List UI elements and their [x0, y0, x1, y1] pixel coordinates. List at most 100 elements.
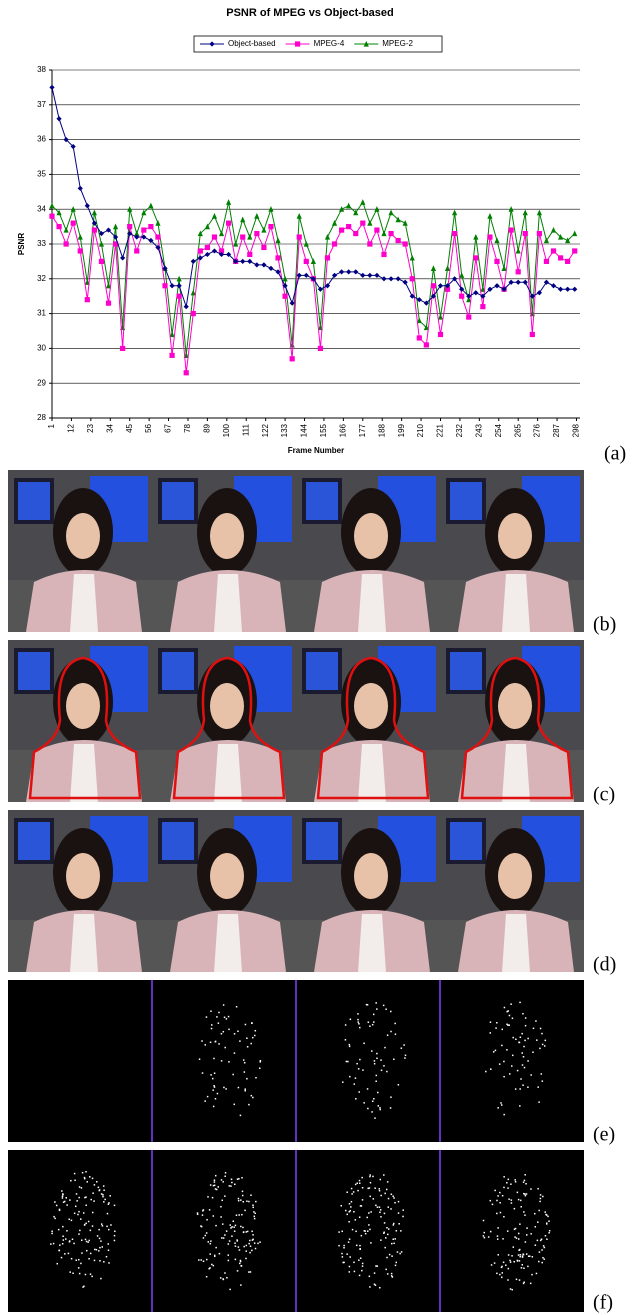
edge-dot — [530, 1074, 532, 1076]
marker — [346, 269, 351, 274]
edge-dot — [398, 1201, 400, 1203]
x-tick-label: 78 — [183, 423, 192, 432]
edge-dot — [493, 1051, 495, 1053]
panel-label: (e) — [593, 1124, 615, 1146]
edge-dot — [500, 1102, 502, 1104]
edge-dot — [259, 1241, 261, 1243]
edge-dot — [74, 1213, 76, 1215]
marker — [64, 227, 69, 233]
marker — [410, 255, 415, 261]
edge-dot — [517, 1260, 519, 1262]
edge-dot — [376, 1058, 378, 1060]
image-frame — [8, 810, 152, 972]
edge-dot — [387, 1181, 389, 1183]
edge-dot — [208, 1241, 210, 1243]
edge-dot — [514, 1179, 516, 1181]
edge-dot — [220, 1277, 222, 1279]
edge-dot — [531, 1274, 533, 1276]
edge-dot — [346, 1061, 348, 1063]
edge-dot — [508, 1179, 510, 1181]
edge-dot — [395, 1265, 397, 1267]
edge-dot — [218, 1043, 220, 1045]
x-tick-label: 133 — [280, 423, 289, 437]
edge-dot — [359, 1216, 361, 1218]
marker — [360, 273, 365, 278]
edge-dot — [62, 1193, 64, 1195]
marker — [56, 116, 61, 121]
edge-dot — [522, 1084, 524, 1086]
edge-dot — [215, 1188, 217, 1190]
marker — [523, 210, 528, 216]
edge-dot — [223, 1087, 225, 1089]
marker — [459, 294, 464, 299]
edge-dot — [546, 1214, 548, 1216]
marker — [551, 227, 556, 233]
edge-dot — [62, 1226, 64, 1228]
edge-dot — [218, 1186, 220, 1188]
marker — [396, 238, 401, 243]
marker — [353, 231, 358, 236]
edge-dot — [254, 1242, 256, 1244]
marker — [71, 221, 76, 226]
edge-dot — [58, 1229, 60, 1231]
edge-dot — [389, 1254, 391, 1256]
edge-dot — [254, 1216, 256, 1218]
edge-dot — [384, 1213, 386, 1215]
edge-dot — [238, 1200, 240, 1202]
panel-label: (c) — [593, 784, 615, 806]
edge-dot — [395, 1033, 397, 1035]
edge-dot — [542, 1080, 544, 1082]
edge-dot — [538, 1101, 540, 1103]
edge-dot — [483, 1235, 485, 1237]
marker — [177, 294, 182, 299]
x-tick-label: 89 — [203, 423, 212, 432]
edge-dot — [497, 1235, 499, 1237]
edge-dot — [545, 1040, 547, 1042]
edge-dot — [511, 1065, 513, 1067]
edge-dot — [379, 1190, 381, 1192]
edge-dot — [519, 1249, 521, 1251]
edge-dot — [538, 1261, 540, 1263]
edge-dot — [491, 1264, 493, 1266]
edge-dot — [377, 1265, 379, 1267]
edge-dot — [106, 1256, 108, 1258]
marker — [374, 273, 379, 278]
edge-dot — [249, 1252, 251, 1254]
edge-dot — [525, 1241, 527, 1243]
edge-dot — [385, 1269, 387, 1271]
edge-dot — [386, 1189, 388, 1191]
edge-dot — [106, 1226, 108, 1228]
edge-dot — [234, 1104, 236, 1106]
marker — [332, 220, 337, 226]
edge-dot — [75, 1206, 77, 1208]
edge-dot — [204, 1044, 206, 1046]
marker — [64, 241, 69, 246]
edge-dot — [517, 1192, 519, 1194]
edge-dot — [76, 1200, 78, 1202]
marker — [148, 203, 153, 209]
edge-dot — [354, 1083, 356, 1085]
edge-dot — [206, 1016, 208, 1018]
edge-dot — [108, 1202, 110, 1204]
edge-dot — [374, 1117, 376, 1119]
edge-dot — [368, 1212, 370, 1214]
marker — [445, 265, 450, 271]
edge-dot — [101, 1193, 103, 1195]
marker — [494, 283, 499, 288]
marker — [141, 227, 146, 232]
edge-dot — [220, 1206, 222, 1208]
edge-dot — [380, 1239, 382, 1241]
marker — [92, 210, 97, 216]
image-frame — [152, 640, 296, 802]
edge-dot — [213, 1265, 215, 1267]
legend-label: Object-based — [228, 39, 276, 48]
edge-dot — [490, 1068, 492, 1070]
edge-dot — [212, 1078, 214, 1080]
edge-dot — [210, 1243, 212, 1245]
edge-dot — [349, 1238, 351, 1240]
edge-dot — [383, 1005, 385, 1007]
edge-dot — [214, 1179, 216, 1181]
edge-dot — [248, 1271, 250, 1273]
marker — [184, 370, 189, 375]
marker — [304, 273, 309, 278]
